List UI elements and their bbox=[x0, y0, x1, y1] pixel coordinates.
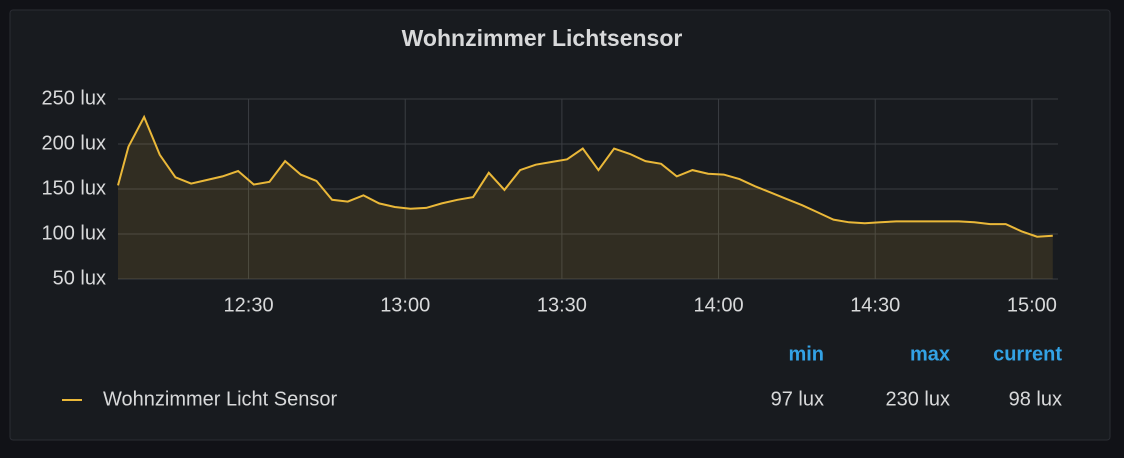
x-tick-label: 13:00 bbox=[380, 294, 430, 316]
legend-header: current bbox=[993, 343, 1062, 365]
x-tick-label: 14:00 bbox=[694, 294, 744, 316]
y-tick-label: 100 lux bbox=[42, 222, 107, 244]
x-tick-label: 12:30 bbox=[224, 294, 274, 316]
x-tick-label: 14:30 bbox=[850, 294, 900, 316]
y-tick-label: 50 lux bbox=[53, 267, 106, 289]
legend-value: 97 lux bbox=[771, 388, 824, 410]
legend-header: max bbox=[910, 343, 950, 365]
legend-label: Wohnzimmer Licht Sensor bbox=[103, 388, 338, 410]
line bbox=[117, 114, 1053, 238]
chart-title: Wohnzimmer Lichtsensor bbox=[402, 25, 683, 51]
x-tick-label: 15:00 bbox=[1007, 294, 1057, 316]
y-tick-label: 150 lux bbox=[42, 177, 107, 199]
legend-value: 98 lux bbox=[1009, 388, 1062, 410]
y-tick-label: 250 lux bbox=[42, 87, 107, 109]
x-tick-label: 13:30 bbox=[537, 294, 587, 316]
area bbox=[118, 117, 1053, 279]
panel bbox=[9, 9, 1111, 441]
legend-header: min bbox=[788, 343, 824, 365]
legend-value: 230 lux bbox=[886, 388, 951, 410]
y-tick-label: 200 lux bbox=[42, 132, 107, 154]
